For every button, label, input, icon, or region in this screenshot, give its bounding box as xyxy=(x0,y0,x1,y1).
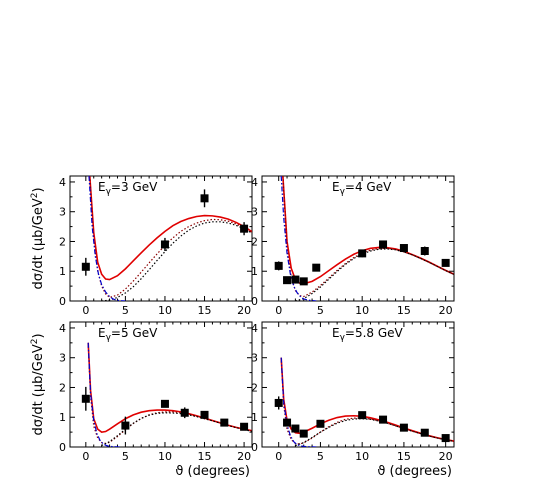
data-point xyxy=(358,411,367,420)
panel-frame-4 xyxy=(261,321,455,448)
data-point xyxy=(283,276,292,285)
data-point xyxy=(399,423,408,432)
y-tick-label: 4 xyxy=(59,322,66,335)
data-point xyxy=(316,419,325,428)
data-point xyxy=(441,434,450,443)
x-tick-label: 15 xyxy=(198,304,212,317)
data-point xyxy=(240,422,249,431)
data-point xyxy=(200,410,209,419)
data-point xyxy=(274,261,283,270)
y-tick-label: 1 xyxy=(251,411,258,424)
model-black-dotted-curve xyxy=(101,412,252,447)
x-tick-label: 10 xyxy=(158,450,172,463)
data-point xyxy=(160,240,169,249)
data-point xyxy=(121,421,130,430)
data-point xyxy=(299,429,308,438)
model-dotted-curve xyxy=(282,176,454,298)
x-tick-label: 10 xyxy=(158,304,172,317)
x-tick-label: 10 xyxy=(355,304,369,317)
data-point xyxy=(399,244,408,253)
model-total-curve xyxy=(280,357,454,442)
data-point xyxy=(358,249,367,258)
y-tick-label: 1 xyxy=(59,411,66,424)
panel-energy-label: Eγ=4 GeV xyxy=(332,180,392,197)
data-point xyxy=(220,418,229,427)
panel-frame-3 xyxy=(69,321,253,448)
y-tick-label: 0 xyxy=(59,295,66,308)
model-dotted-curve xyxy=(87,342,252,445)
x-tick-label: 0 xyxy=(82,450,89,463)
y-tick-label: 2 xyxy=(251,235,258,248)
x-tick-label: 20 xyxy=(237,450,251,463)
x-tick-label: 5 xyxy=(122,304,129,317)
model-black-dotted-curve xyxy=(295,248,454,301)
y-tick-label: 1 xyxy=(59,265,66,278)
data-point xyxy=(180,408,189,417)
x-tick-label: 5 xyxy=(317,304,324,317)
y-tick-label: 4 xyxy=(251,176,258,189)
data-point xyxy=(81,262,90,271)
data-point xyxy=(160,399,169,408)
model-dashdot-curve xyxy=(280,357,317,447)
data-point xyxy=(240,224,249,233)
x-tick-label: 0 xyxy=(82,304,89,317)
model-dashdot-curve xyxy=(88,176,126,301)
y-tick-label: 0 xyxy=(59,441,66,454)
x-tick-label: 20 xyxy=(439,304,453,317)
panel-energy-label: Eγ=5 GeV xyxy=(98,326,158,343)
x-tick-label: 0 xyxy=(275,304,282,317)
panel-energy-label: Eγ=3 GeV xyxy=(98,180,158,197)
data-point xyxy=(420,428,429,437)
y-tick-label: 3 xyxy=(59,352,66,365)
y-tick-label: 2 xyxy=(59,235,66,248)
model-dotted-curve xyxy=(89,176,252,299)
x-tick-label: 20 xyxy=(237,304,251,317)
data-point xyxy=(379,415,388,424)
data-point xyxy=(420,247,429,255)
x-tick-label: 15 xyxy=(397,450,411,463)
model-dashdot-curve xyxy=(87,342,122,447)
y-tick-label: 1 xyxy=(251,265,258,278)
panel-frame-1 xyxy=(69,175,253,302)
x-tick-label: 20 xyxy=(439,450,453,463)
panel-frame-2 xyxy=(261,175,455,302)
y-axis-title: dσ/dt (μb/GeV2) xyxy=(30,333,46,435)
y-tick-label: 3 xyxy=(59,206,66,219)
model-total-curve xyxy=(88,176,252,281)
data-point xyxy=(274,398,283,407)
y-axis-title: dσ/dt (μb/GeV2) xyxy=(30,187,46,289)
x-tick-label: 5 xyxy=(122,450,129,463)
data-point xyxy=(291,424,300,433)
data-point xyxy=(283,418,292,427)
data-point xyxy=(441,258,450,267)
x-tick-label: 0 xyxy=(275,450,282,463)
y-tick-label: 0 xyxy=(251,295,258,308)
y-tick-label: 4 xyxy=(59,176,66,189)
y-tick-label: 3 xyxy=(251,206,258,219)
x-tick-label: 5 xyxy=(317,450,324,463)
x-axis-title: ϑ (degrees) xyxy=(377,464,452,479)
data-point xyxy=(200,194,209,203)
y-tick-label: 2 xyxy=(59,381,66,394)
data-point xyxy=(312,263,321,272)
y-tick-label: 2 xyxy=(251,381,258,394)
panel-energy-label: Eγ=5.8 GeV xyxy=(332,326,404,343)
model-dashdot-curve xyxy=(280,176,317,301)
data-point xyxy=(299,277,308,286)
data-point xyxy=(379,240,388,249)
data-point xyxy=(291,275,300,284)
data-point xyxy=(81,394,90,403)
x-tick-label: 10 xyxy=(355,450,369,463)
x-tick-label: 15 xyxy=(397,304,411,317)
x-axis-title: ϑ (degrees) xyxy=(175,464,250,479)
y-tick-label: 4 xyxy=(251,322,258,335)
y-tick-label: 0 xyxy=(251,441,258,454)
y-tick-label: 3 xyxy=(251,352,258,365)
x-tick-label: 15 xyxy=(198,450,212,463)
model-black-dotted-curve xyxy=(101,221,252,301)
